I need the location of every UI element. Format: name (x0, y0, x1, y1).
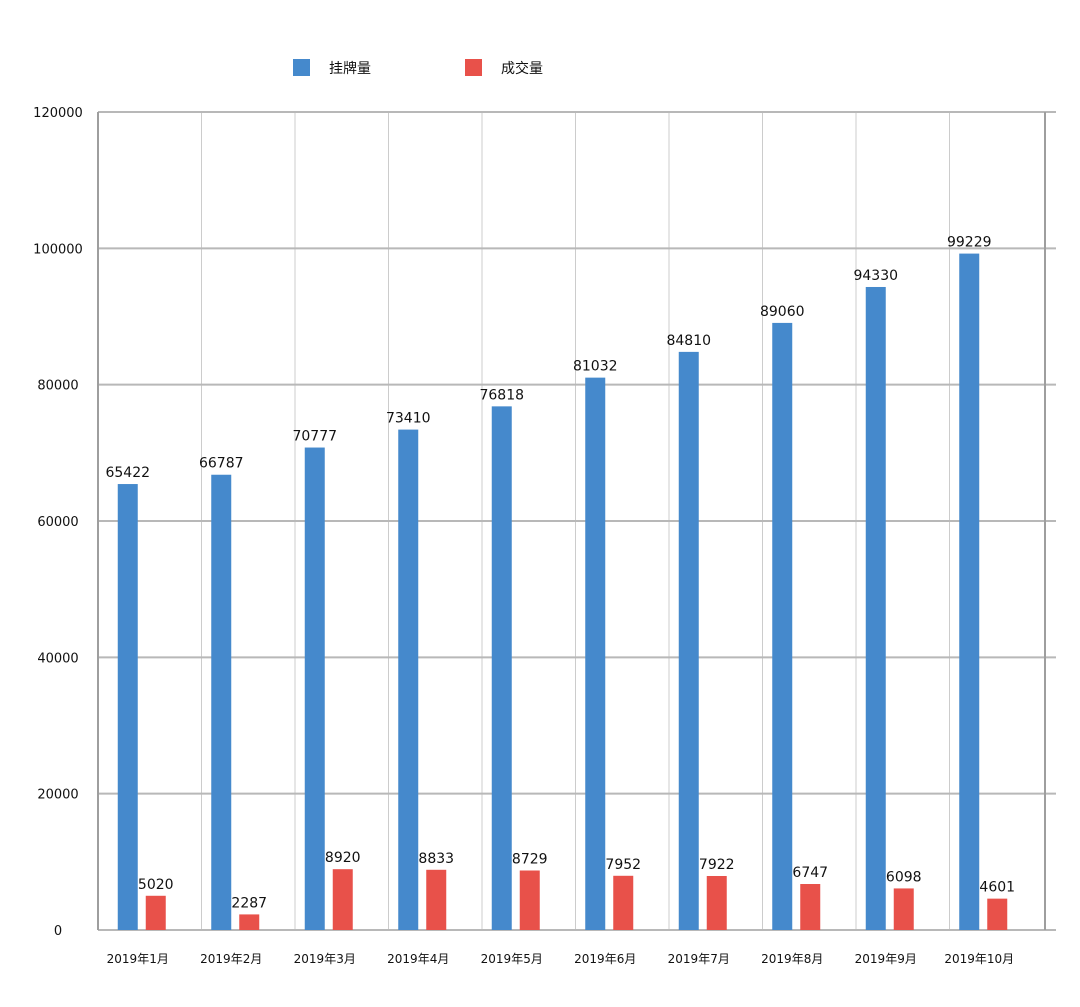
data-label: 2287 (231, 895, 267, 911)
data-label: 65422 (105, 465, 150, 481)
bar-listing (211, 474, 232, 930)
y-tick-label: 60000 (37, 515, 78, 530)
data-label: 84810 (666, 333, 711, 349)
data-label: 5020 (138, 877, 174, 893)
legend-swatch (293, 59, 310, 76)
bar-listing (959, 253, 980, 930)
data-label: 6098 (886, 869, 922, 885)
data-label: 70777 (292, 429, 337, 445)
data-label: 8833 (418, 851, 454, 867)
bar-deal (800, 884, 821, 930)
bar-deal (332, 869, 353, 930)
y-tick-label: 100000 (33, 242, 83, 257)
x-tick-label: 2019年8月 (761, 952, 823, 966)
bar-listing (398, 429, 419, 930)
gridlines (98, 111, 1056, 931)
data-label: 81032 (573, 359, 618, 375)
bar-deal (987, 898, 1008, 930)
y-tick-label: 20000 (37, 788, 78, 803)
data-label: 4601 (979, 880, 1015, 896)
axes: 0 20000 40000 60000 80000 100000 120000 (33, 106, 1046, 939)
labels: 65422 66787 70777 73410 76818 81032 84810 89060… (105, 235, 1015, 966)
bar-listing (304, 447, 325, 930)
bar-deal (519, 870, 540, 930)
x-tick-label: 2019年1月 (107, 952, 169, 966)
data-label: 89060 (760, 304, 805, 320)
y-tick-label: 0 (54, 924, 62, 939)
bar-deal (426, 869, 447, 930)
data-label: 76818 (479, 387, 524, 403)
x-tick-label: 2019年4月 (387, 952, 449, 966)
x-tick-label: 2019年6月 (574, 952, 636, 966)
legend: 挂牌量 成交量 (293, 59, 543, 77)
x-tick-label: 2019年5月 (481, 952, 543, 966)
bar-listing (117, 484, 138, 930)
data-label: 8920 (325, 850, 361, 866)
bar-deal (145, 895, 166, 930)
bar-deal (239, 914, 260, 930)
bar-deal (706, 875, 727, 930)
bar-listing (772, 322, 793, 930)
y-tick-label: 80000 (37, 379, 78, 394)
bar-listing (585, 377, 606, 931)
bar-deal (893, 888, 914, 930)
x-tick-label: 2019年2月 (200, 952, 262, 966)
legend-swatch (465, 59, 482, 76)
data-label: 99229 (947, 235, 992, 251)
bars (117, 253, 1008, 931)
data-label: 66787 (199, 456, 244, 472)
data-label: 73410 (386, 411, 431, 427)
y-tick-label: 120000 (33, 106, 83, 121)
bar-listing (491, 406, 512, 930)
legend-label: 挂牌量 (329, 60, 371, 77)
data-label: 7922 (699, 857, 735, 873)
data-label: 7952 (605, 857, 641, 873)
x-tick-label: 2019年10月 (944, 952, 1014, 966)
data-label: 8729 (512, 851, 548, 867)
data-label: 94330 (853, 268, 898, 284)
x-tick-label: 2019年3月 (294, 952, 356, 966)
y-tick-label: 40000 (37, 651, 78, 666)
bar-listing (678, 351, 699, 930)
x-tick-label: 2019年7月 (668, 952, 730, 966)
bar-deal (613, 875, 634, 930)
x-tick-label: 2019年9月 (855, 952, 917, 966)
data-label: 6747 (792, 865, 828, 881)
bar-listing (865, 286, 886, 930)
legend-label: 成交量 (501, 60, 543, 77)
